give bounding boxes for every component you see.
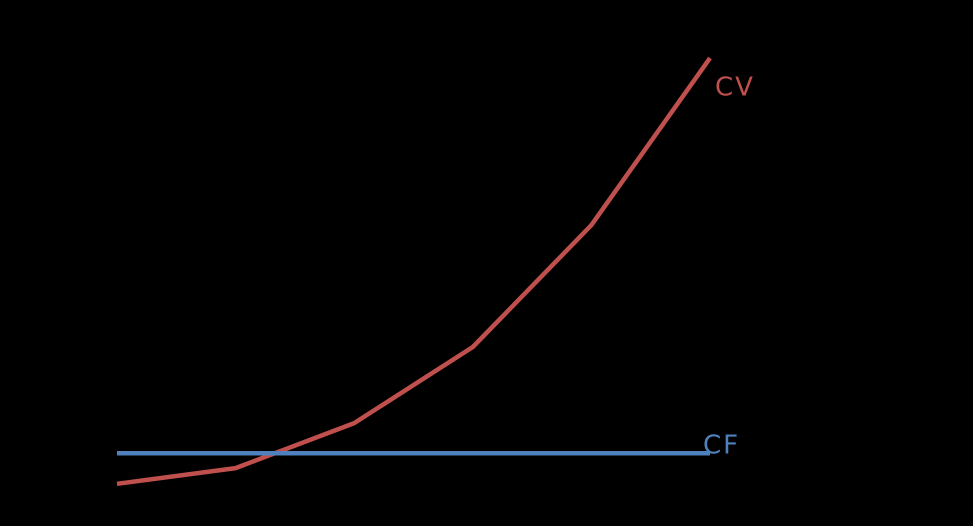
series-line bbox=[116, 56, 712, 487]
series-label: CV bbox=[715, 73, 755, 103]
series-label: CF bbox=[703, 431, 740, 461]
